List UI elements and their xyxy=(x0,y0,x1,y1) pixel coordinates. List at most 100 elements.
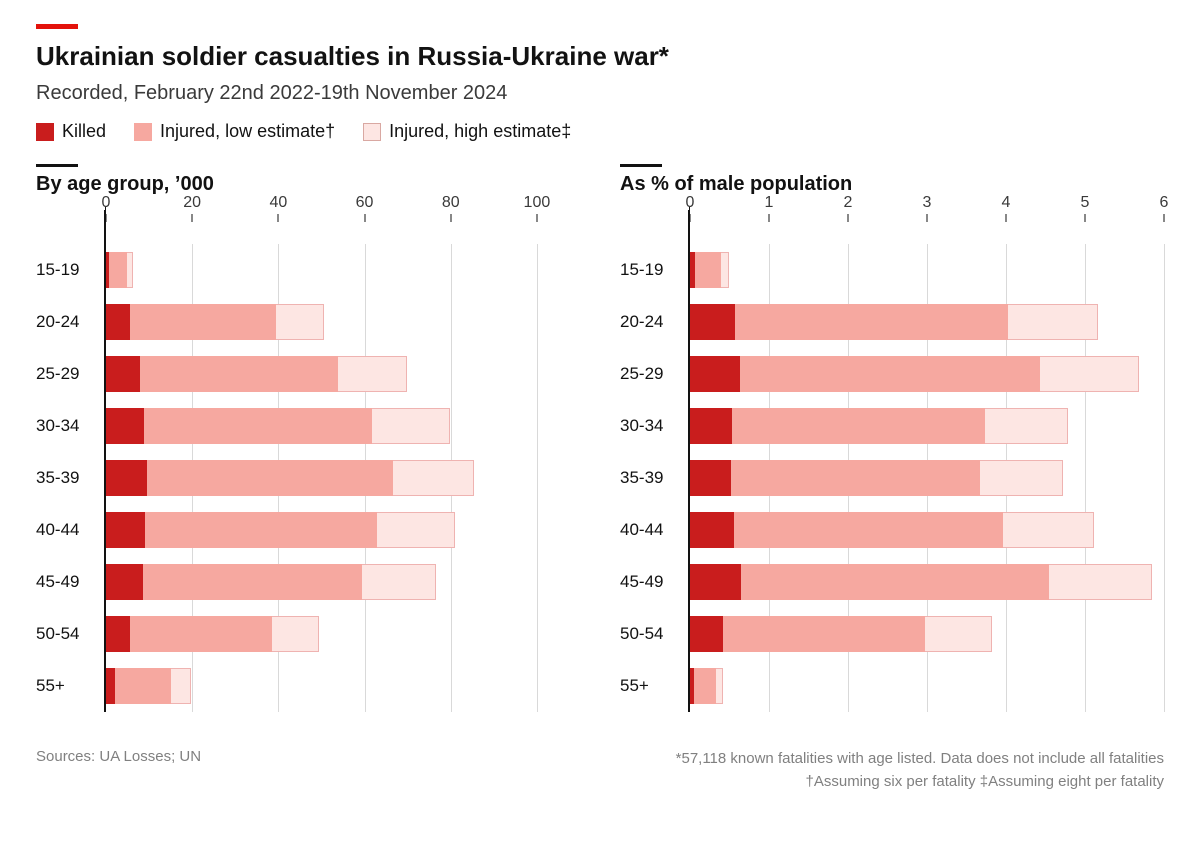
footer: Sources: UA Losses; UN *57,118 known fat… xyxy=(36,748,1164,793)
bar-injured-low xyxy=(106,356,338,392)
x-tick-label: 20 xyxy=(183,194,201,212)
bar-injured-low xyxy=(106,616,272,652)
x-tick-label: 40 xyxy=(269,194,287,212)
category-label: 50-54 xyxy=(620,624,688,644)
bar-killed xyxy=(690,668,694,704)
footnote-1: *57,118 known fatalities with age listed… xyxy=(676,748,1164,771)
bar-killed xyxy=(690,252,695,288)
bar-injured-low xyxy=(106,252,127,288)
bar-killed xyxy=(690,304,735,340)
category-label: 45-49 xyxy=(36,572,104,592)
bar-injured-low xyxy=(690,564,1049,600)
x-tick-label: 80 xyxy=(442,194,460,212)
bar-row: 50-54 xyxy=(36,608,580,660)
x-tick-label: 6 xyxy=(1160,194,1169,212)
swatch-killed xyxy=(36,123,54,141)
category-label: 50-54 xyxy=(36,624,104,644)
bar-row: 55+ xyxy=(36,660,580,712)
bar-killed xyxy=(106,668,115,704)
category-label: 55+ xyxy=(36,676,104,696)
category-label: 25-29 xyxy=(36,364,104,384)
bar-injured-low xyxy=(690,356,1040,392)
bar-injured-low xyxy=(106,512,377,548)
bar-killed xyxy=(690,408,732,444)
category-label: 15-19 xyxy=(36,260,104,280)
accent-bar xyxy=(36,24,78,29)
bar-injured-low xyxy=(690,616,925,652)
footnote-2: †Assuming six per fatality ‡Assuming eig… xyxy=(676,771,1164,794)
bar-row: 55+ xyxy=(620,660,1164,712)
x-tick-label: 3 xyxy=(923,194,932,212)
legend-item-injured-high: Injured, high estimate‡ xyxy=(363,121,571,142)
legend: Killed Injured, low estimate† Injured, h… xyxy=(36,121,1164,142)
bar-injured-low xyxy=(106,408,372,444)
bar-injured-low xyxy=(690,460,980,496)
category-label: 55+ xyxy=(620,676,688,696)
bar-row: 50-54 xyxy=(620,608,1164,660)
bar-killed xyxy=(690,460,731,496)
chart-title: Ukrainian soldier casualties in Russia-U… xyxy=(36,41,1164,72)
bar-killed xyxy=(690,356,740,392)
chart-right-title: As % of male population xyxy=(620,173,1164,196)
legend-label: Killed xyxy=(62,121,106,142)
bar-injured-low xyxy=(106,564,362,600)
bar-row: 20-24 xyxy=(620,296,1164,348)
x-tick-label: 100 xyxy=(524,194,551,212)
bar-row: 35-39 xyxy=(620,452,1164,504)
bar-killed xyxy=(690,616,723,652)
bar-injured-low xyxy=(106,668,171,704)
sources: Sources: UA Losses; UN xyxy=(36,748,201,793)
legend-item-killed: Killed xyxy=(36,121,106,142)
category-label: 15-19 xyxy=(620,260,688,280)
bar-row: 30-34 xyxy=(36,400,580,452)
bar-row: 35-39 xyxy=(36,452,580,504)
bar-row: 45-49 xyxy=(36,556,580,608)
bar-row: 40-44 xyxy=(36,504,580,556)
bar-row: 45-49 xyxy=(620,556,1164,608)
legend-label: Injured, low estimate† xyxy=(160,121,335,142)
bar-killed xyxy=(106,252,109,288)
bar-killed xyxy=(106,564,143,600)
bar-row: 30-34 xyxy=(620,400,1164,452)
chart-title-bar xyxy=(36,164,78,167)
x-tick-label: 60 xyxy=(356,194,374,212)
bar-row: 15-19 xyxy=(620,244,1164,296)
bar-injured-low xyxy=(690,408,985,444)
category-label: 20-24 xyxy=(36,312,104,332)
bar-killed xyxy=(106,616,130,652)
bar-injured-low xyxy=(106,460,393,496)
bar-injured-low xyxy=(690,512,1003,548)
bar-row: 25-29 xyxy=(36,348,580,400)
category-label: 45-49 xyxy=(620,572,688,592)
category-label: 40-44 xyxy=(36,520,104,540)
legend-item-injured-low: Injured, low estimate† xyxy=(134,121,335,142)
category-label: 25-29 xyxy=(620,364,688,384)
x-tick-label: 0 xyxy=(102,194,111,212)
charts-container: By age group, ’000 02040608010015-1920-2… xyxy=(36,164,1164,730)
bar-killed xyxy=(106,304,130,340)
bar-killed xyxy=(106,408,144,444)
category-label: 30-34 xyxy=(36,416,104,436)
category-label: 35-39 xyxy=(36,468,104,488)
bar-injured-low xyxy=(690,304,1008,340)
x-tick-label: 5 xyxy=(1081,194,1090,212)
category-label: 20-24 xyxy=(620,312,688,332)
bar-killed xyxy=(106,460,147,496)
category-label: 40-44 xyxy=(620,520,688,540)
bar-killed xyxy=(106,512,145,548)
swatch-injured-low xyxy=(134,123,152,141)
x-tick-label: 1 xyxy=(765,194,774,212)
bar-killed xyxy=(106,356,140,392)
x-tick-label: 4 xyxy=(1002,194,1011,212)
chart-title-bar xyxy=(620,164,662,167)
bar-row: 25-29 xyxy=(620,348,1164,400)
bar-row: 20-24 xyxy=(36,296,580,348)
plot-right: 012345615-1920-2425-2930-3435-3940-4445-… xyxy=(620,210,1164,730)
footnotes: *57,118 known fatalities with age listed… xyxy=(676,748,1164,793)
bar-row: 40-44 xyxy=(620,504,1164,556)
bar-row: 15-19 xyxy=(36,244,580,296)
plot-left: 02040608010015-1920-2425-2930-3435-3940-… xyxy=(36,210,580,730)
chart-subtitle: Recorded, February 22nd 2022-19th Novemb… xyxy=(36,82,1164,105)
category-label: 30-34 xyxy=(620,416,688,436)
legend-label: Injured, high estimate‡ xyxy=(389,121,571,142)
